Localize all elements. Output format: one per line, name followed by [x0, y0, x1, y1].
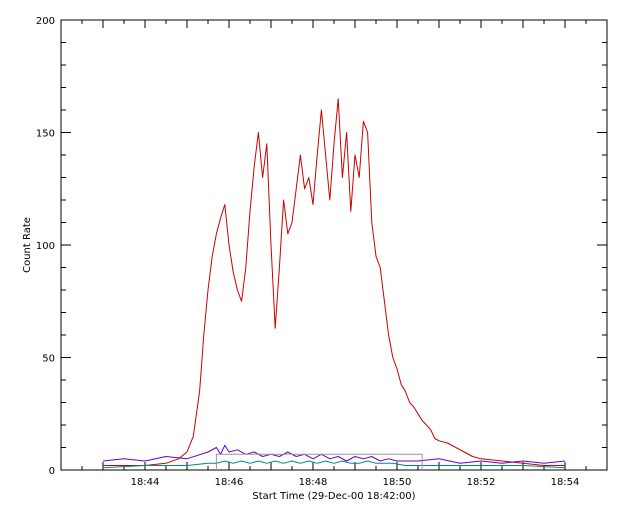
x-tick-label: 18:50 [383, 477, 412, 488]
series-line-1 [103, 98, 565, 466]
x-tick-label: 18:46 [215, 477, 244, 488]
y-tick-label: 50 [42, 354, 55, 365]
series-line-2 [102, 444, 566, 464]
y-tick-label: 0 [49, 466, 55, 477]
x-tick-label: 18:44 [131, 477, 160, 488]
y-axis-label: Count Rate [22, 217, 33, 273]
x-tick-label: 18:52 [467, 477, 496, 488]
chart-series-group [102, 98, 566, 470]
series-line-4 [215, 453, 423, 470]
y-tick-label: 200 [36, 16, 55, 27]
x-axis-label: Start Time (29-Dec-00 18:42:00) [252, 491, 415, 502]
y-tick-label: 150 [36, 129, 55, 140]
y-axis-ticks: 0 50 100 150 200 [36, 16, 607, 477]
plot-frame [60, 19, 608, 471]
x-axis-ticks: 18:44 18:46 18:48 18:50 18:52 18:54 [60, 20, 608, 488]
x-tick-label: 18:48 [299, 477, 328, 488]
y-tick-label: 100 [36, 241, 55, 252]
series-line-3 [102, 460, 566, 469]
x-tick-label: 18:54 [551, 477, 580, 488]
